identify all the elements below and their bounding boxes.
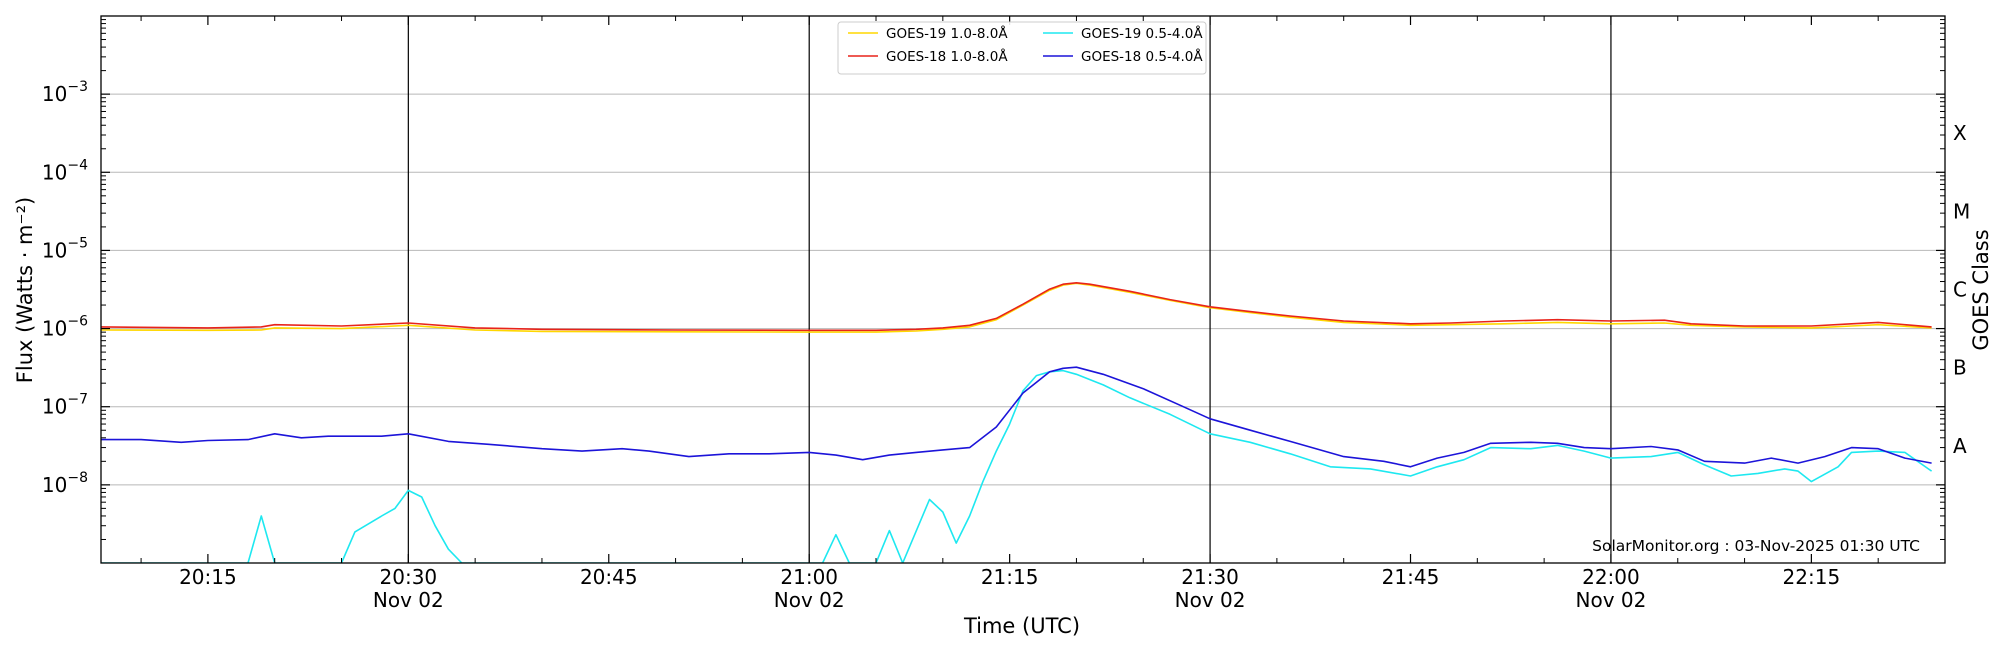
- watermark-text: SolarMonitor.org : 03-Nov-2025 01:30 UTC: [1592, 537, 1920, 555]
- x-tick-sublabel: Nov 02: [1576, 588, 1647, 612]
- flux-series: [101, 281, 1933, 563]
- legend-label: GOES-18 0.5-4.0Å: [1081, 48, 1203, 65]
- x-tick-label: 20:45: [580, 565, 638, 589]
- legend-box: [837, 21, 1207, 75]
- legend-label: GOES-19 1.0-8.0Å: [886, 25, 1008, 42]
- y-tick-label: 10−6: [42, 314, 88, 341]
- x-tick-label: 20:30: [380, 565, 438, 589]
- series-line: [101, 369, 1933, 563]
- goes-class-label: X: [1953, 121, 1967, 145]
- legend: GOES-19 1.0-8.0Å GOES-18 1.0-8.0Å GOES-19 …: [837, 21, 1207, 75]
- goes-class-label: C: [1953, 278, 1967, 302]
- series-line: [101, 366, 1932, 468]
- goes-class-label: B: [1953, 356, 1967, 380]
- x-tick-sublabel: Nov 02: [774, 588, 845, 612]
- goes-class-label: M: [1953, 199, 1970, 223]
- axis-ticks: [101, 16, 1946, 563]
- y-tick-labels: 10−810−710−610−510−410−3: [42, 79, 88, 497]
- plot-frame: [100, 15, 1946, 564]
- x-tick-label: 21:30: [1181, 565, 1239, 589]
- x-tick-label: 20:15: [179, 565, 237, 589]
- goes-class-label: A: [1953, 434, 1967, 458]
- right-axis-title: GOES Class: [1969, 229, 1993, 350]
- x-tick-label: 21:00: [780, 565, 838, 589]
- legend-label: GOES-19 0.5-4.0Å: [1081, 25, 1203, 42]
- x-axis-title: Time (UTC): [963, 614, 1080, 638]
- goes-class-labels: A B C M X: [1953, 121, 1970, 458]
- x-tick-label: 22:00: [1582, 565, 1640, 589]
- x-tick-sublabel: Nov 02: [1175, 588, 1246, 612]
- x-tick-label: 21:45: [1382, 565, 1440, 589]
- y-axis-title: Flux (Watts · m⁻²): [13, 197, 37, 383]
- series-line: [101, 281, 1932, 332]
- x-tick-label: 21:15: [981, 565, 1039, 589]
- y-tick-label: 10−3: [42, 79, 88, 106]
- day-boundary-lines: [407, 16, 1612, 563]
- x-tick-sublabel: Nov 02: [373, 588, 444, 612]
- x-tick-label: 22:15: [1783, 565, 1841, 589]
- legend-label: GOES-18 1.0-8.0Å: [886, 48, 1008, 65]
